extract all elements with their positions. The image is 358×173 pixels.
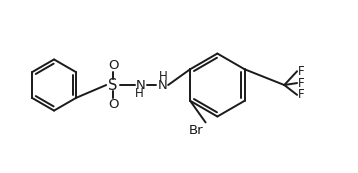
Text: O: O: [108, 98, 118, 111]
Text: O: O: [108, 59, 118, 72]
Text: N: N: [158, 79, 167, 92]
Text: F: F: [298, 88, 305, 101]
Text: S: S: [108, 78, 118, 93]
Text: N: N: [136, 79, 145, 92]
Text: F: F: [298, 77, 305, 90]
Text: H: H: [159, 70, 168, 83]
Text: Br: Br: [188, 124, 203, 137]
Text: F: F: [298, 65, 305, 78]
Text: H: H: [135, 87, 144, 100]
